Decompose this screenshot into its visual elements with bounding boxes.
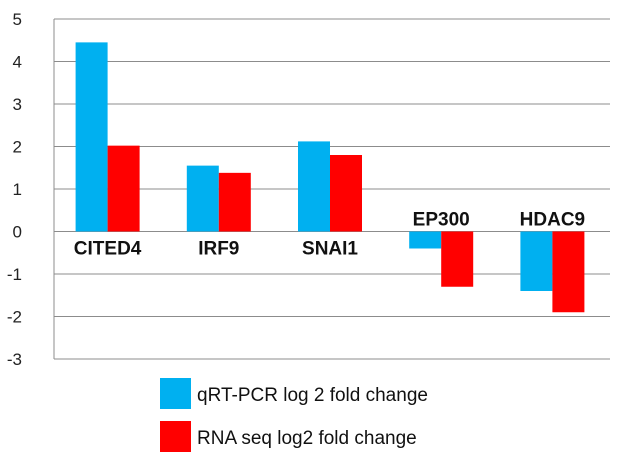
category-label: EP300 [413, 210, 470, 231]
legend-label: RNA seq log2 fold change [197, 428, 417, 449]
bar [218, 172, 251, 232]
bar [107, 145, 140, 232]
category-label: CITED4 [74, 239, 142, 260]
legend: qRT-PCR log 2 fold change RNA seq log2 fo… [160, 378, 428, 452]
y-tick-label: 3 [13, 95, 22, 114]
bar [186, 165, 219, 232]
y-tick-label: 2 [13, 138, 22, 157]
y-axis: 5 4 3 2 1 0 -1 -2 -3 [7, 10, 55, 369]
y-tick-label: 4 [13, 53, 22, 72]
bar [552, 231, 585, 313]
bar [75, 42, 108, 232]
y-tick-label: 5 [13, 10, 22, 29]
category-label: IRF9 [198, 239, 239, 260]
legend-swatch [160, 421, 191, 452]
legend-swatch [160, 378, 191, 409]
category-labels: CITED4 IRF9 SNAI1 EP300 HDAC9 [74, 210, 585, 260]
y-tick-label: -3 [7, 350, 22, 369]
bars [75, 42, 585, 313]
bar [298, 141, 330, 232]
bar [409, 231, 442, 249]
category-label: HDAC9 [520, 210, 585, 231]
legend-label: qRT-PCR log 2 fold change [197, 385, 428, 406]
y-tick-label: -2 [7, 308, 22, 327]
y-tick-label: 0 [13, 223, 22, 242]
bar [520, 231, 553, 291]
y-tick-label: -1 [7, 265, 22, 284]
y-tick-label: 1 [13, 180, 22, 199]
bar [441, 231, 474, 287]
category-label: SNAI1 [302, 239, 358, 260]
bar [330, 155, 362, 232]
